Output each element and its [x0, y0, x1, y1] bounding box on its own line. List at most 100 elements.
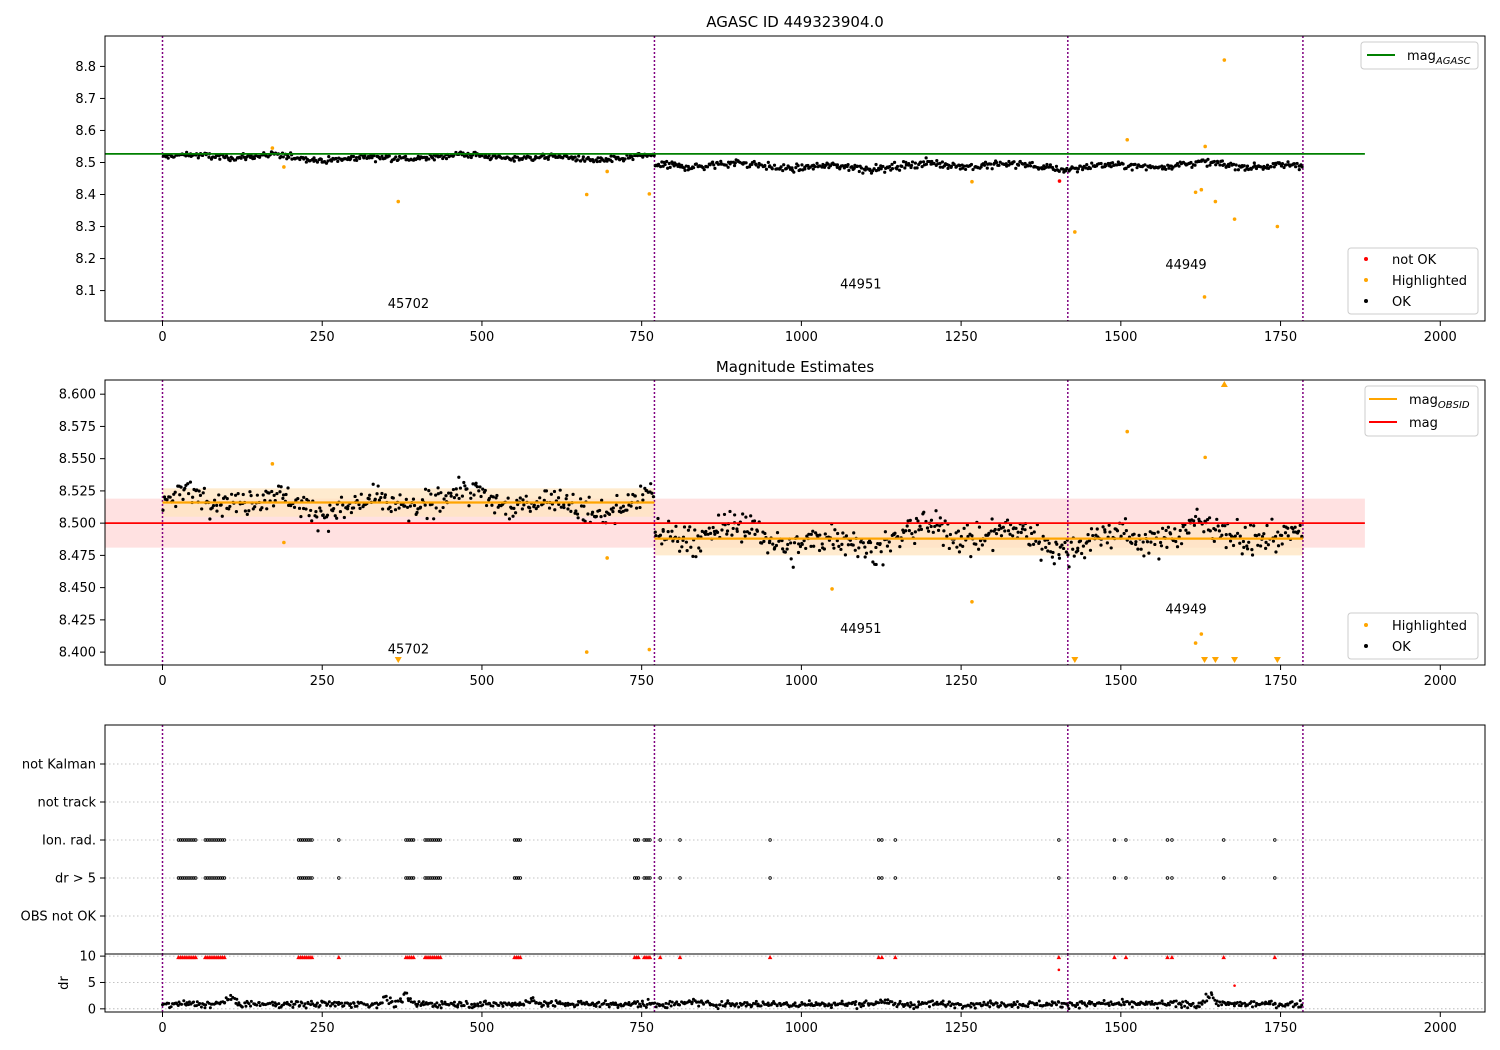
- dr-point: [249, 999, 253, 1003]
- ok-point: [1157, 165, 1161, 169]
- ok-point: [1075, 170, 1080, 174]
- ok-point: [638, 505, 642, 510]
- dr-point: [579, 999, 583, 1003]
- ok-point: [1235, 517, 1239, 522]
- ok-point: [1115, 529, 1120, 533]
- ok-point: [945, 534, 949, 538]
- ok-point: [387, 154, 391, 158]
- ok-point: [309, 508, 313, 513]
- flag-point: [304, 876, 308, 880]
- flag-point: [1273, 838, 1277, 842]
- ok-point: [1216, 524, 1220, 528]
- dr-point: [1252, 1000, 1256, 1004]
- ok-point: [621, 509, 625, 513]
- flag-point: [194, 876, 198, 880]
- ok-point: [1232, 162, 1236, 166]
- ok-point: [629, 504, 633, 508]
- ok-point: [1227, 164, 1231, 169]
- ok-point: [926, 529, 931, 533]
- ok-point: [484, 503, 489, 508]
- flag-point: [432, 838, 437, 842]
- ok-point: [685, 549, 689, 553]
- dr-point: [750, 1003, 754, 1007]
- y-tick-label: 8.5: [75, 156, 96, 171]
- ok-point: [883, 170, 887, 174]
- dr-point: [550, 999, 554, 1003]
- dr-point: [1035, 1003, 1039, 1007]
- ok-point: [479, 494, 483, 499]
- flag-point: [634, 876, 639, 880]
- flag-point: [634, 838, 639, 842]
- ok-point: [1286, 534, 1290, 538]
- ok-point: [740, 540, 744, 544]
- ok-point: [528, 509, 532, 513]
- ok-point: [166, 156, 170, 160]
- flags-panel: not Kalman not track Ion. rad. dr > 5 OBS no…: [21, 724, 1486, 955]
- ok-point: [469, 155, 473, 160]
- ok-point: [578, 497, 583, 501]
- dr-point: [946, 1002, 950, 1006]
- dr-point: [720, 999, 724, 1003]
- ok-point: [493, 511, 497, 515]
- ok-point: [660, 542, 664, 546]
- dr-point: [829, 1006, 833, 1010]
- dr-point: [346, 1001, 350, 1005]
- ok-point: [821, 162, 825, 167]
- y-axis: 8.400 8.425 8.450 8.475 8.500 8.525 8.550 8.575…: [59, 388, 105, 661]
- dr-point: [187, 1000, 191, 1004]
- ok-point: [1134, 540, 1138, 544]
- ok-point: [634, 506, 639, 510]
- ok-point: [1207, 516, 1212, 520]
- highlighted-point: [970, 600, 974, 604]
- dr-point: [1158, 1001, 1162, 1005]
- x-tick-label: 1250: [945, 1021, 978, 1036]
- dr-point: [1050, 1003, 1054, 1007]
- flag-point: [1112, 838, 1117, 842]
- ok-point: [869, 171, 874, 175]
- ok-point: [275, 491, 279, 496]
- ok-point: [904, 163, 908, 167]
- flag-point: [423, 876, 427, 880]
- dr-point: [1090, 1000, 1094, 1004]
- ok-point: [958, 543, 962, 547]
- ok-point: [771, 542, 775, 546]
- ok-point: [513, 511, 518, 515]
- ok-point: [609, 154, 613, 158]
- flag-point: [217, 838, 221, 842]
- ok-point: [381, 507, 385, 511]
- ok-point: [315, 515, 319, 519]
- x-tick-label: 250: [310, 330, 335, 345]
- ok-point: [735, 529, 739, 533]
- dr-point: [441, 1002, 445, 1006]
- dr-point: [1156, 1006, 1160, 1010]
- ok-point: [989, 529, 993, 533]
- ok-point: [971, 167, 975, 172]
- dr-point: [638, 1002, 642, 1006]
- ok-point: [460, 494, 465, 498]
- dr-point: [1120, 997, 1124, 1001]
- obsid-label: 45702: [388, 642, 429, 657]
- ok-point: [720, 528, 724, 532]
- flag-point: [404, 838, 408, 842]
- dr-point: [184, 1003, 188, 1007]
- ok-point: [468, 491, 473, 495]
- legend-box: [1360, 41, 1479, 70]
- flag-point: [310, 838, 314, 842]
- ok-point: [897, 168, 902, 172]
- ok-point: [1259, 544, 1263, 548]
- ok-point: [667, 161, 671, 166]
- flag-point: [218, 838, 223, 842]
- dr-point: [634, 1001, 638, 1005]
- flag-point: [215, 876, 219, 880]
- ok-point: [247, 509, 251, 513]
- highlighted-point: [1125, 137, 1130, 142]
- ok-point: [924, 519, 928, 524]
- ok-point: [887, 164, 892, 169]
- ok-point: [1137, 533, 1141, 537]
- ok-point: [924, 156, 928, 160]
- dr-point: [208, 1006, 212, 1010]
- dr-point: [664, 1001, 668, 1005]
- ok-point: [977, 525, 982, 529]
- ok-point: [802, 539, 806, 543]
- ok-point: [1173, 527, 1177, 531]
